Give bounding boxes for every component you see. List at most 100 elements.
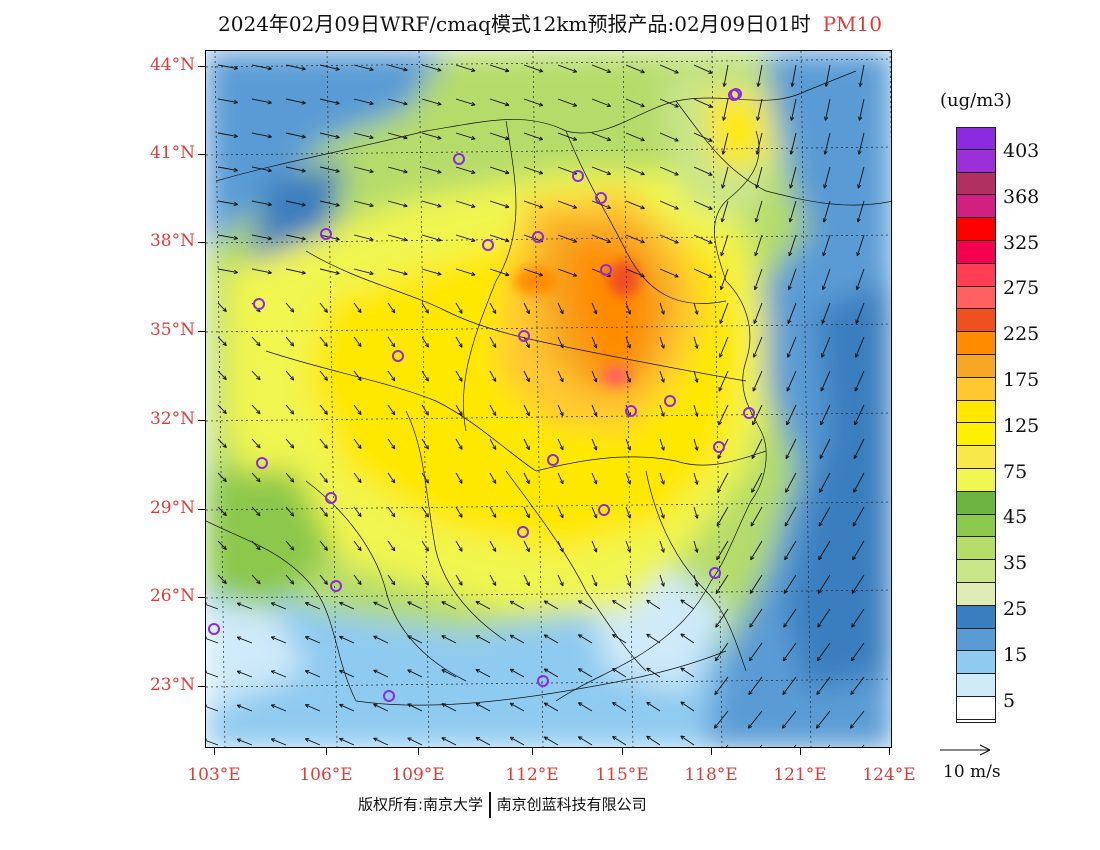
wind-arrow: [851, 608, 865, 628]
wind-arrow: [659, 336, 665, 349]
wind-arrow: [659, 506, 665, 519]
wind-arrow: [659, 472, 665, 485]
wind-arrow: [217, 506, 227, 517]
wind-arrow: [823, 132, 831, 155]
wind-arrow: [489, 506, 497, 518]
wind-arrow: [693, 268, 713, 278]
wind-arrow: [217, 268, 238, 275]
wind-arrow: [591, 404, 598, 417]
wind-arrow: [387, 370, 396, 382]
wind-arrow: [475, 668, 491, 678]
legend-swatch: [956, 172, 996, 196]
wind-arrow: [856, 200, 865, 223]
wind-arrow: [816, 642, 831, 662]
wind-arrow: [455, 200, 476, 208]
copyright: 版权所有:南京大学 南京创蓝科技有限公司: [358, 792, 647, 818]
wind-arrow: [823, 166, 831, 189]
wind-arrow: [788, 234, 797, 257]
lon-label: 115°E: [595, 765, 649, 785]
legend-swatch: [956, 332, 996, 355]
wind-arrow: [339, 601, 355, 610]
wind-arrow: [754, 200, 763, 223]
wind-arrow: [339, 635, 355, 644]
color-legend: [956, 127, 996, 720]
legend-swatch: [956, 423, 996, 447]
city-marker: [518, 330, 530, 342]
wind-arrow: [659, 166, 679, 176]
wind-arrow: [820, 370, 831, 392]
wind-arrow: [815, 710, 831, 729]
wind-arrow: [523, 472, 530, 485]
wind-arrow: [625, 506, 631, 519]
wind-arrow: [591, 166, 611, 175]
wind-arrow: [625, 268, 645, 278]
wind-arrow: [206, 738, 219, 746]
legend-swatch: [956, 400, 996, 424]
wind-arrow: [852, 506, 865, 527]
wind-arrow: [557, 370, 564, 383]
wind-arrow: [304, 738, 321, 746]
lon-tick: [532, 748, 533, 755]
wind-arrow: [625, 574, 631, 587]
boundary-line: [206, 520, 357, 702]
wind-arrow: [455, 370, 463, 382]
wind-arrow: [455, 268, 476, 276]
wind-arrow: [713, 710, 729, 729]
wind-arrow: [523, 64, 544, 73]
city-marker: [320, 228, 332, 240]
wind-arrow: [421, 336, 429, 348]
wind-arrow: [217, 302, 227, 313]
wind-arrow: [455, 132, 476, 140]
wind-arrow: [646, 735, 661, 746]
wind-arrow: [285, 166, 306, 173]
wind-arrow: [786, 370, 797, 392]
city-marker: [330, 580, 342, 592]
wind-arrow: [387, 438, 396, 450]
city-marker: [532, 231, 544, 243]
wind-arrow: [719, 302, 729, 324]
city-marker: [383, 690, 395, 702]
lat-label: 38°N: [149, 231, 195, 251]
wind-arrow: [680, 667, 695, 678]
wind-arrow: [455, 302, 463, 314]
boundary-line: [505, 470, 647, 672]
title-main: 2024年02月09日WRF/cmaq模式12km预报产品:02月09日01时: [218, 12, 811, 36]
legend-label: 25: [1003, 598, 1028, 620]
wind-arrow: [455, 574, 463, 586]
wind-arrow: [822, 200, 831, 223]
wind-arrow: [557, 472, 564, 485]
wind-arrow: [339, 703, 355, 712]
wind-arrow: [789, 166, 797, 189]
city-marker: [730, 88, 742, 100]
wind-reference-label: 10 m/s: [943, 762, 1001, 782]
wind-arrow: [659, 234, 679, 244]
city-marker: [743, 407, 755, 419]
lon-label: 124°E: [862, 765, 916, 785]
wind-arrow: [693, 200, 713, 210]
wind-arrow: [421, 506, 429, 518]
lon-tick: [711, 748, 712, 755]
wind-arrow: [217, 404, 227, 415]
lon-tick: [418, 748, 419, 755]
wind-arrow: [489, 574, 497, 586]
wind-arrow: [557, 404, 564, 417]
boundary-line: [675, 100, 891, 206]
wind-arrow: [612, 668, 627, 678]
wind-arrow: [786, 336, 797, 358]
wind-arrow: [850, 676, 865, 695]
wind-arrow: [475, 702, 491, 712]
legend-swatch: [956, 674, 996, 697]
wind-arrow: [693, 132, 713, 142]
map-canvas: [206, 51, 891, 747]
legend-swatch: [956, 628, 996, 652]
wind-arrow: [659, 370, 665, 383]
boundary-line: [535, 450, 767, 472]
wind-arrow: [353, 336, 362, 348]
copyright-separator: [489, 792, 491, 818]
wind-arrow: [387, 64, 408, 72]
wind-arrow: [591, 370, 598, 383]
wind-arrow: [785, 438, 797, 460]
wind-arrow: [748, 676, 763, 695]
wind-arrow: [849, 710, 865, 729]
wind-arrow: [557, 540, 564, 553]
